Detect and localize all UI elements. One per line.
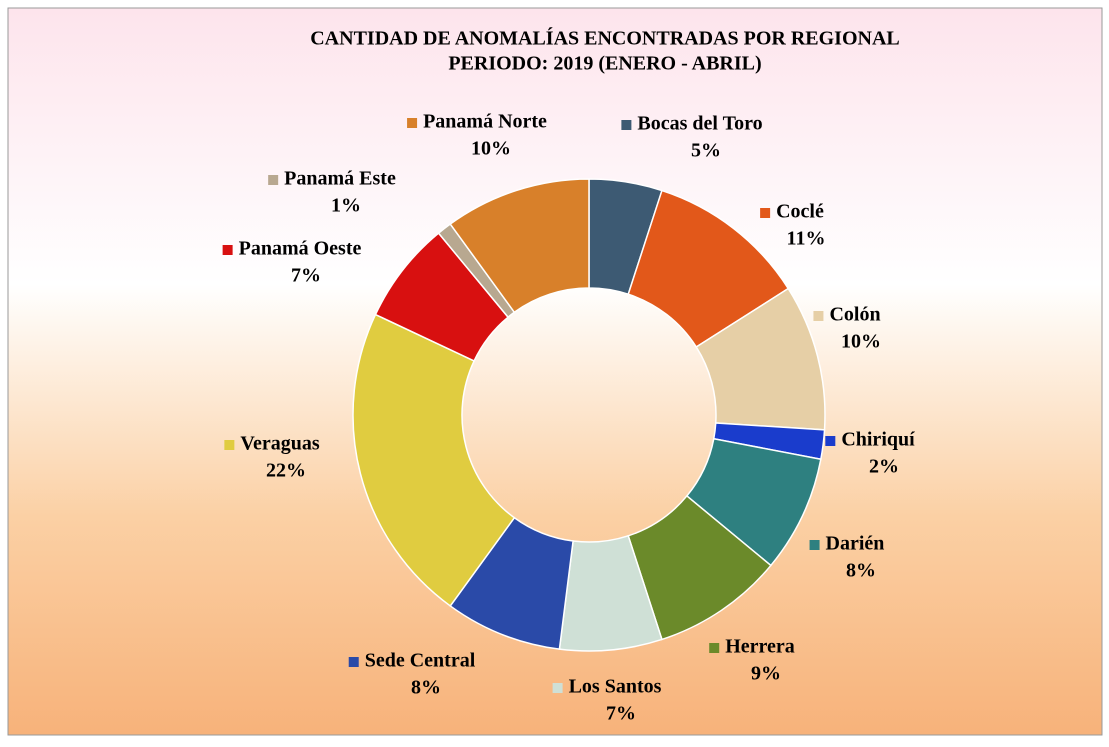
data-label: 22% [266,460,306,482]
data-label: 5% [691,140,721,162]
data-label: 7% [606,703,636,725]
legend-label: Colón [829,304,880,326]
legend-marker [552,683,563,693]
legend-marker [621,120,632,130]
legend-marker [809,540,820,550]
legend-label: Panamá Este [284,168,396,190]
legend-marker [813,311,824,321]
legend-marker [709,643,720,653]
data-label: 8% [411,677,441,699]
legend-marker [268,175,279,185]
legend-label: Sede Central [365,650,476,672]
legend-label: Darién [826,533,885,555]
legend-marker [407,118,418,128]
legend-label: Coclé [776,201,824,223]
data-label: 1% [331,195,361,217]
legend-label: Veraguas [240,433,319,455]
legend-label: Panamá Oeste [239,238,362,260]
chart-subtitle: PERIODO: 2019 (ENERO - ABRIL) [448,53,761,75]
data-label: 9% [751,663,781,685]
chart-title: CANTIDAD DE ANOMALÍAS ENCONTRADAS POR RE… [310,27,900,50]
data-label: 2% [869,456,899,478]
legend-marker [760,208,771,218]
legend-marker [348,657,359,667]
donut-segment [449,178,590,314]
legend-label: Herrera [725,636,795,658]
legend-label: Bocas del Toro [637,113,762,135]
data-label: 8% [846,560,876,582]
donut-segment [352,313,516,607]
legend-label: Los Santos [569,676,662,698]
legend-label: Chiriquí [841,429,915,451]
data-label: 7% [291,265,321,287]
legend-label: Panamá Norte [423,111,547,133]
data-label: 11% [787,228,826,250]
data-label: 10% [471,138,511,160]
data-label: 10% [841,331,881,353]
legend-marker [222,245,233,255]
legend-marker [224,440,235,450]
legend-marker [825,436,836,446]
